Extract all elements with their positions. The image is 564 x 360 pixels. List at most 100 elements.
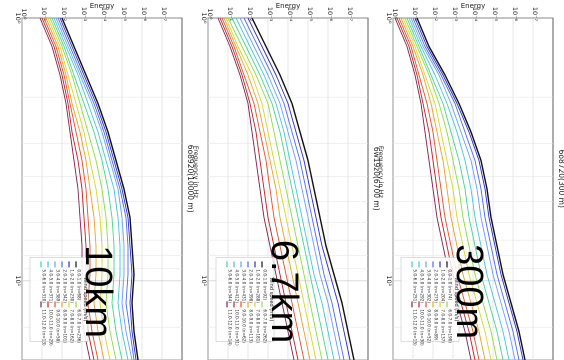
series-line (223, 17, 311, 360)
legend-entry: 5.0-6.0 (n=344) (228, 269, 233, 303)
energy-tick-label: 10⁻⁶ (326, 7, 334, 22)
chart-title: 6w19z0(6700 m) (372, 147, 381, 211)
legend-entry: 8.0-9.0 (n=113) (249, 309, 254, 343)
series-line (219, 17, 299, 360)
series-line (396, 17, 476, 360)
series-line (221, 17, 305, 360)
chart-panel-2: 10⁰ 10⁻¹ 10⁻² 10⁻³ 10⁻⁴ 10⁻⁵ 10⁻⁶ 10⁻⁷ 10⁰ 10¹ 6w1… (192, 2, 381, 360)
legend-entry: 1.0-2.0 (n=288) (256, 269, 261, 303)
energy-tick-label: 10⁻¹ (40, 7, 48, 22)
series-line (227, 17, 323, 360)
legend-entry: 9.0-10.0 (n=52) (427, 309, 432, 343)
energy-tick-label: 10⁻⁵ (306, 7, 314, 22)
legend-entry: 5.0-6.0 (n=251) (413, 269, 418, 303)
series-line (239, 17, 341, 360)
series-line (49, 17, 117, 360)
energy-tick-label: 10⁻³ (80, 7, 88, 22)
chart-title: 6o8920(10000 m) (186, 145, 195, 213)
legend-entry: 2.0-3.0 (n=275) (434, 269, 439, 303)
energy-tick-label: 10⁻⁷ (160, 7, 168, 22)
legend-entry: 0.0-1.0 (n=92) (263, 269, 268, 300)
energy-tick-label: 10⁻³ (266, 7, 274, 22)
legend-entry: 3.0-4.0 (n=302) (427, 269, 432, 303)
legend-entry: 4.0-5.0 (n=292) (420, 269, 425, 303)
energy-tick-label: 10⁻⁵ (120, 7, 128, 22)
legend-entry: 6.0-7.0 (n=262) (263, 309, 268, 343)
frequency-tick-label: 10¹ (14, 275, 22, 286)
frequency-axis-label: Frequency in Hz (377, 146, 385, 199)
energy-axis-label: Energy (90, 2, 115, 10)
legend-entry: 10.0-11.0 (n=31) (235, 309, 240, 346)
legend-title: Wind speed (m/s) (82, 277, 88, 321)
legend-entry: 7.0-8.0 (n=162) (70, 309, 75, 343)
legend-entry: 8.0-9.0 (n=89) (434, 309, 439, 340)
energy-tick-label: 10⁻⁶ (511, 7, 519, 22)
energy-tick-label: 10⁻⁵ (491, 7, 499, 22)
energy-tick-label: 10⁻⁷ (346, 7, 354, 22)
energy-tick-label: 10⁻² (431, 7, 439, 22)
series-line (57, 17, 135, 360)
legend-entry: 4.0-5.0 (n=371) (49, 269, 54, 303)
energy-tick-label: 10⁰ (206, 9, 214, 20)
legend-entry: 11.0-12.0 (n=15) (413, 309, 418, 346)
series-line (410, 17, 516, 360)
frequency-tick-label: 10⁰ (385, 13, 393, 24)
series-line (398, 17, 480, 360)
series-line (400, 17, 486, 360)
energy-tick-label: 10⁻⁴ (471, 7, 479, 22)
frequency-tick-label: 10⁰ (200, 13, 208, 24)
frequency-axis-label: Frequency in Hz (192, 146, 200, 199)
series-line (408, 17, 510, 360)
frequency-tick-label: 10⁰ (14, 13, 22, 24)
legend-entry: 9.0-10.0 (n=62) (242, 309, 247, 343)
energy-tick-label: 10⁻² (60, 7, 68, 22)
energy-tick-label: 10⁰ (391, 9, 399, 20)
legend-title: Wind speed (m/s) (453, 277, 459, 321)
legend-title: Wind speed (m/s) (268, 277, 274, 321)
legend-entry: 10.0-11.0 (n=30) (420, 309, 425, 346)
legend-entry: 11.0-12.0 (n=13) (42, 309, 47, 346)
legend-entry: 3.0-4.0 (n=431) (242, 269, 247, 303)
frequency-tick-label: 10¹ (385, 275, 393, 286)
distance-label: 300m (448, 244, 490, 339)
energy-tick-label: 10⁻⁴ (286, 7, 294, 22)
legend-entry: 6.0-7.0 (n=236) (77, 309, 82, 343)
series-line (402, 17, 492, 360)
energy-tick-label: 10⁻⁴ (100, 7, 108, 22)
series-line (45, 17, 105, 360)
energy-axis-label: Energy (276, 2, 301, 10)
legend-entry: 5.0-6.0 (n=310) (42, 269, 47, 303)
series-line (217, 17, 295, 360)
series-line (47, 17, 111, 360)
legend-entry: 3.0-4.0 (n=389) (56, 269, 61, 303)
legend-box (400, 257, 460, 342)
energy-tick-label: 10⁻⁷ (531, 7, 539, 22)
series-line (247, 17, 351, 360)
legend-entry: 2.0-3.0 (n=398) (249, 269, 254, 303)
energy-tick-label: 10⁻¹ (226, 7, 234, 22)
series-line (61, 17, 139, 360)
chart-panel-3: 10⁰ 10⁻¹ 10⁻² 10⁻³ 10⁻⁴ 10⁻⁵ 10⁻⁶ 10⁻⁷ 10⁰ 10¹ 6o8… (14, 2, 195, 360)
distance-label: 6.7km (263, 240, 305, 343)
series-line (243, 17, 345, 360)
legend-entry: 1.0-2.0 (n=204) (441, 269, 446, 303)
legend-box (29, 257, 89, 342)
series-line (59, 17, 137, 360)
legend-entry: 6.0-7.0 (n=190) (448, 309, 453, 343)
series-line (404, 17, 498, 360)
legend-entry: 7.0-8.0 (n=181) (256, 309, 261, 343)
legend-entry: 9.0-10.0 (n=58) (56, 309, 61, 343)
energy-tick-label: 10⁻⁶ (140, 7, 148, 22)
energy-axis-label: Energy (461, 2, 486, 10)
energy-tick-label: 10⁻³ (451, 7, 459, 22)
legend-entry: 1.0-2.0 (n=230) (70, 269, 75, 303)
legend-entry: 2.0-3.0 (n=342) (63, 269, 68, 303)
series-line (414, 17, 524, 360)
series-line (231, 17, 329, 360)
series-line (51, 17, 123, 360)
series-line (406, 17, 504, 360)
series-line (412, 17, 520, 360)
legend-entry: 0.0-1.0 (n=68) (77, 269, 82, 300)
frequency-tick-label: 10¹ (200, 275, 208, 286)
